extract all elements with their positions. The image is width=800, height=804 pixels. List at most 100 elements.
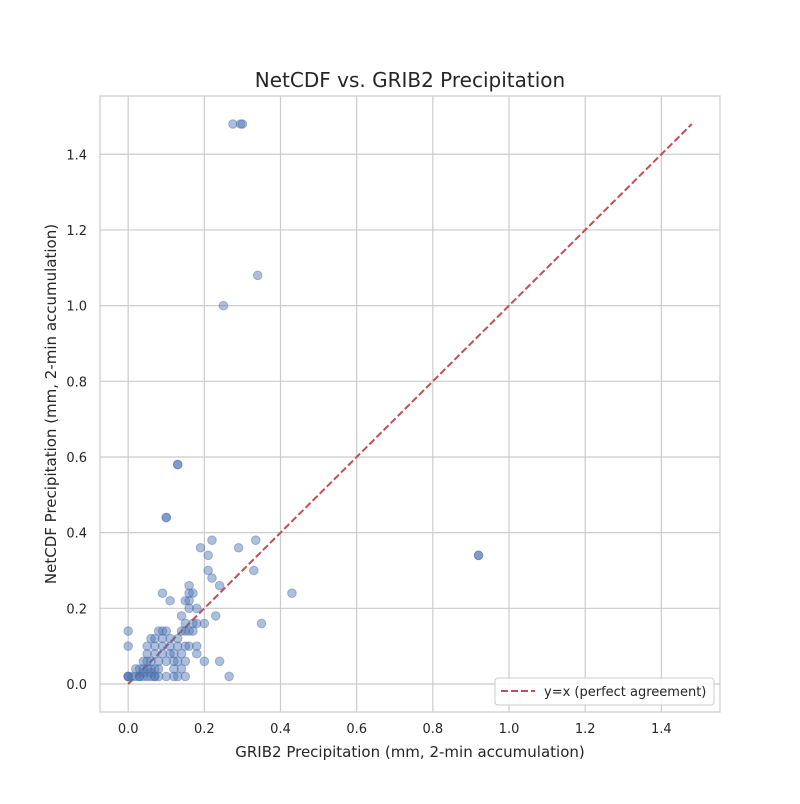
- scatter-point: [184, 641, 194, 651]
- scatter-point: [138, 671, 149, 682]
- scatter-point: [172, 633, 183, 644]
- scatter-point: [473, 550, 484, 561]
- scatter-points: [123, 119, 484, 682]
- scatter-point: [237, 119, 248, 129]
- scatter-point: [176, 664, 187, 674]
- scatter-point: [169, 671, 179, 682]
- scatter-point: [188, 618, 198, 629]
- scatter-point: [172, 459, 183, 470]
- scatter-point: [150, 664, 160, 674]
- scatter-point: [210, 611, 221, 621]
- scatter-point: [172, 656, 183, 667]
- scatter-point: [191, 641, 202, 651]
- scatter-point: [228, 119, 238, 129]
- y-tick-label: 1.0: [66, 300, 87, 315]
- scatter-point: [150, 633, 160, 644]
- scatter-point: [249, 565, 259, 576]
- scatter-point: [203, 550, 213, 561]
- x-tick-label: 1.2: [575, 722, 596, 737]
- x-tick-label: 0.4: [270, 722, 291, 737]
- scatter-point: [157, 626, 168, 636]
- scatter-point: [250, 535, 261, 546]
- scatter-point: [150, 641, 160, 651]
- scatter-point: [134, 671, 145, 682]
- legend: y=x (perfect agreement): [494, 677, 715, 706]
- scatter-point: [214, 580, 225, 591]
- scatter-point: [199, 656, 210, 667]
- scatter-point: [165, 633, 175, 644]
- scatter-point: [161, 671, 172, 682]
- scatter-point: [150, 671, 160, 682]
- scatter-point: [176, 626, 187, 636]
- scatter-point: [134, 671, 145, 682]
- scatter-point: [169, 664, 179, 674]
- y-tick-label: 1.4: [66, 148, 87, 163]
- scatter-point: [123, 671, 133, 682]
- scatter-point: [146, 664, 156, 674]
- scatter-point: [195, 542, 206, 553]
- x-tick-label: 1.0: [499, 722, 520, 737]
- grid-lines: [100, 96, 720, 712]
- scatter-point: [146, 656, 156, 667]
- scatter-point: [180, 671, 191, 682]
- scatter-point: [142, 641, 153, 651]
- scatter-point: [184, 580, 194, 591]
- scatter-point: [138, 656, 149, 667]
- scatter-point: [153, 656, 164, 667]
- x-tick-label: 0.8: [423, 722, 444, 737]
- scatter-point: [224, 671, 234, 682]
- scatter-point: [161, 626, 172, 636]
- y-tick-label: 0.8: [66, 375, 87, 390]
- scatter-point: [203, 565, 213, 576]
- scatter-point: [157, 641, 168, 651]
- x-tick-label: 0.2: [194, 722, 215, 737]
- x-tick-label: 0.6: [346, 722, 367, 737]
- scatter-point: [184, 626, 194, 636]
- y-tick-label: 0.6: [66, 451, 87, 466]
- scatter-point: [146, 667, 156, 678]
- x-tick-label: 1.4: [651, 722, 672, 737]
- scatter-point: [146, 671, 156, 682]
- scatter-point: [188, 588, 198, 598]
- x-axis-label: GRIB2 Precipitation (mm, 2-min accumulat…: [235, 743, 584, 761]
- y-tick-label: 0.0: [66, 678, 87, 693]
- scatter-point: [180, 656, 191, 667]
- y-tick-labels: 0.0 0.2 0.4 0.6 0.8 1.0 1.2 1.4: [66, 148, 87, 693]
- scatter-point: [233, 542, 244, 553]
- scatter-point: [184, 595, 194, 606]
- scatter-point: [134, 664, 145, 674]
- scatter-point: [199, 618, 210, 629]
- scatter-point: [123, 626, 133, 636]
- scatter-point: [180, 595, 191, 606]
- scatter-point: [473, 550, 484, 561]
- scatter-point: [150, 648, 160, 659]
- scatter-point: [207, 573, 217, 583]
- scatter-point: [150, 671, 160, 682]
- scatter-point: [180, 626, 191, 636]
- scatter-point: [138, 667, 149, 678]
- scatter-point: [188, 626, 198, 636]
- scatter-point: [146, 633, 156, 644]
- legend-box: [494, 677, 715, 706]
- y-tick-label: 0.4: [66, 527, 87, 542]
- reference-line-layer: [127, 123, 693, 685]
- scatter-point: [169, 648, 179, 659]
- scatter-point: [172, 641, 183, 651]
- scatter-point: [165, 595, 175, 606]
- y-tick-label: 0.2: [66, 602, 87, 617]
- scatter-point: [157, 588, 168, 598]
- scatter-point: [142, 656, 153, 667]
- legend-label: y=x (perfect agreement): [544, 685, 706, 700]
- scatter-point: [191, 648, 202, 659]
- scatter-point: [172, 459, 183, 470]
- scatter-point: [153, 671, 164, 682]
- scatter-point: [184, 603, 194, 614]
- scatter-point: [142, 648, 153, 659]
- scatter-point: [256, 618, 267, 629]
- scatter-point: [142, 671, 153, 682]
- reference-line: [127, 123, 693, 685]
- scatter-point: [161, 656, 172, 667]
- x-tick-labels: 0.0 0.2 0.4 0.6 0.8 1.0 1.2 1.4: [118, 722, 672, 737]
